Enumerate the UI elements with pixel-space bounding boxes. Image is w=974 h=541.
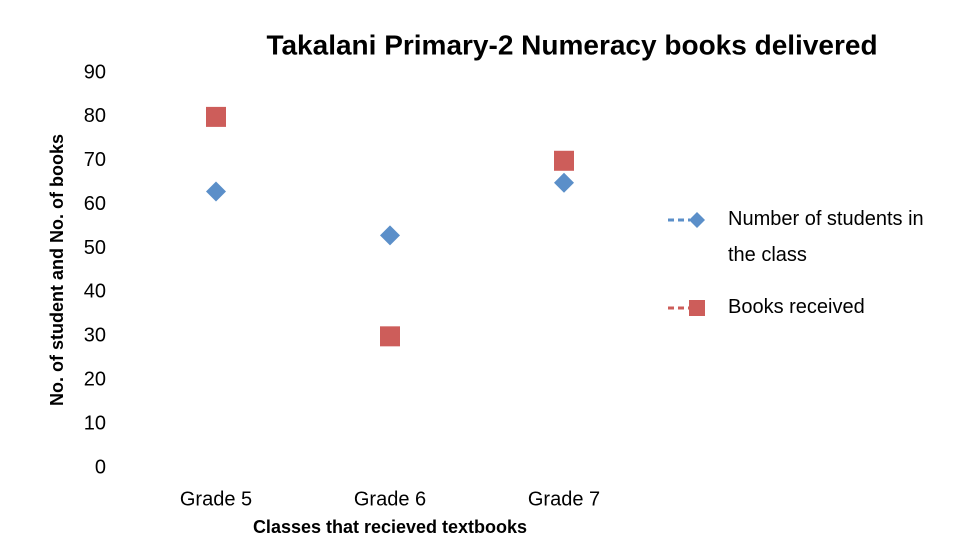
y-tick-label: 40 [84,281,106,303]
y-tick-label: 60 [84,193,106,215]
marker [206,106,226,127]
y-tick-label: 70 [84,149,106,171]
marker [380,326,400,347]
y-tick-label: 20 [84,369,106,391]
y-tick-label: 0 [95,456,106,478]
x-axis-title: Classes that recieved textbooks [253,517,527,537]
y-tick-label: 80 [84,105,106,127]
chart-title: Takalani Primary-2 Numeracy books delive… [266,29,877,60]
legend-label: Number of students in the class [728,208,924,266]
x-tick-label: Grade 6 [354,488,426,510]
y-tick-label: 90 [84,61,106,83]
legend-label: Books received [728,296,865,318]
legend-marker [689,212,705,228]
y-tick-label: 50 [84,237,106,259]
x-tick-label: Grade 7 [528,488,600,510]
marker [554,172,574,193]
y-tick-label: 30 [84,325,106,347]
marker [206,181,226,202]
x-tick-label: Grade 5 [180,488,252,510]
marker [554,150,574,171]
legend-marker [689,300,705,316]
y-axis-title: No. of student and No. of books [47,134,67,406]
marker [380,225,400,246]
y-tick-label: 10 [84,412,106,434]
